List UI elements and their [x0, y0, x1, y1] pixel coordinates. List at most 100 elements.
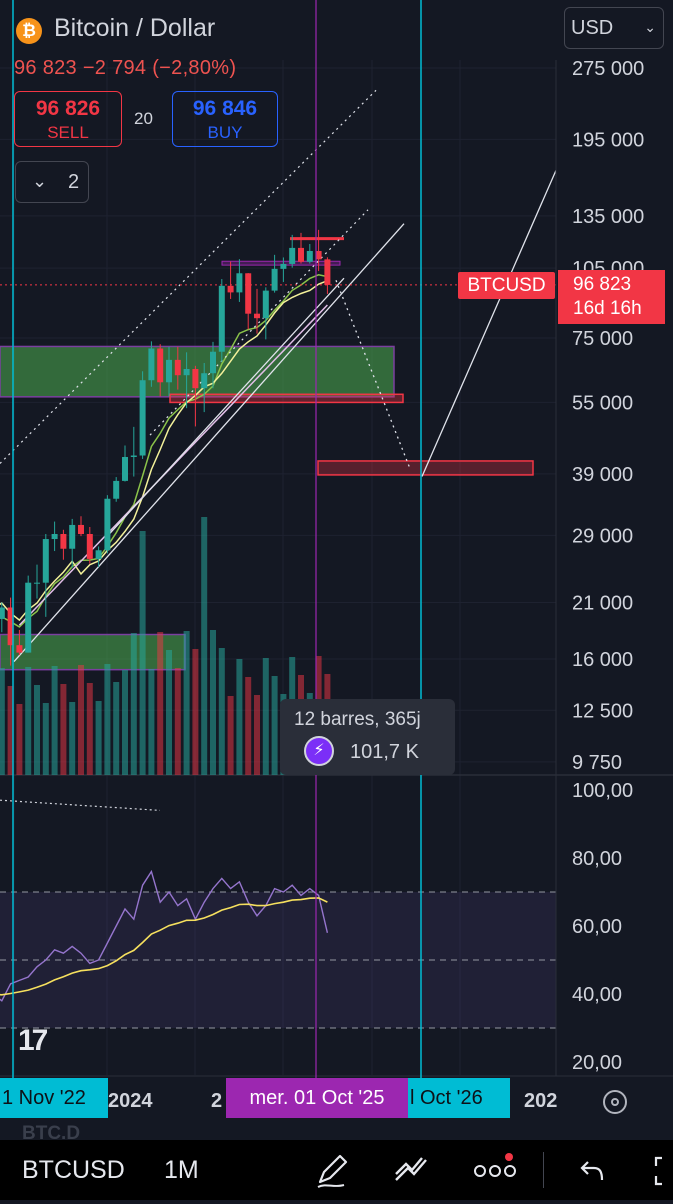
rsi-tick-label: 40,00	[572, 984, 622, 1006]
candle-body	[122, 456, 128, 481]
candle-body	[280, 263, 287, 269]
indicators-collapse-button[interactable]: ⌄ 2	[15, 161, 89, 203]
sell-label: SELL	[47, 123, 89, 142]
volume-bar	[113, 682, 120, 775]
price-tick-label: 135 000	[572, 206, 644, 228]
candle-body	[315, 250, 322, 260]
sell-button[interactable]: 96 826 SELL	[14, 91, 122, 147]
trendlines	[0, 89, 557, 663]
bitcoin-icon: ₿	[16, 18, 42, 44]
candle-body	[0, 607, 5, 619]
timeframe-button[interactable]: 1M	[164, 1156, 199, 1184]
volume-bar	[271, 676, 278, 775]
volume-bar	[0, 668, 5, 775]
lightning-icon: ⚡	[304, 736, 334, 766]
red-zone-mid	[169, 393, 404, 404]
back-icon[interactable]	[576, 1150, 606, 1190]
candles	[0, 229, 331, 666]
x-label-partial: 2	[211, 1090, 223, 1112]
volume-bar	[192, 649, 199, 775]
price-tick-label: 12 500	[572, 700, 633, 722]
price-tick-label: 75 000	[572, 328, 633, 350]
candle-body	[16, 645, 23, 653]
volume-bar	[227, 696, 234, 775]
ema-short	[0, 274, 328, 628]
candle-body	[86, 533, 93, 559]
candle-body	[130, 455, 137, 457]
volume-bar	[25, 667, 32, 775]
rsi-tick-label: 80,00	[572, 848, 622, 870]
toolbar-divider	[543, 1152, 544, 1188]
volume-bar	[148, 669, 155, 775]
volume-bar	[201, 517, 208, 775]
volume-bar	[78, 665, 84, 775]
candle-body	[60, 533, 67, 549]
rsi-trendline	[0, 799, 161, 811]
tradingview-logo: 17	[18, 1024, 48, 1057]
sell-price: 96 826	[35, 97, 101, 120]
price-tick-label: 39 000	[572, 464, 633, 486]
bar-countdown: 16d 16h	[573, 298, 642, 319]
candle-body	[34, 582, 40, 584]
candle-body	[298, 247, 304, 262]
candle-body	[166, 359, 172, 383]
x-label-cyan-left: 1 Nov '22	[0, 1078, 108, 1118]
x-label-next: 202	[524, 1090, 558, 1112]
channel-upper	[0, 89, 377, 464]
gear-icon[interactable]	[603, 1090, 627, 1114]
candle-body	[51, 533, 58, 540]
volume-bar	[16, 704, 23, 775]
candle-body	[183, 368, 190, 376]
volume-bar	[254, 695, 260, 775]
volume-bar	[183, 631, 190, 775]
chevron-down-icon: ⌄	[644, 19, 656, 35]
rsi-tick-label: 60,00	[572, 916, 622, 938]
volume-bar	[157, 632, 164, 775]
symbol-title[interactable]: Bitcoin / Dollar	[54, 14, 216, 42]
symbol-badge: BTCUSD	[458, 272, 555, 299]
chevron-down-icon: ⌄	[32, 171, 48, 191]
price-tick-label: 275 000	[572, 58, 644, 80]
candle-body	[157, 348, 164, 383]
hidden-symbol-label: BTC.D	[22, 1123, 81, 1144]
buy-label: BUY	[207, 123, 243, 142]
moving-averages	[0, 274, 328, 628]
candle-body	[174, 359, 181, 376]
rsi-panel	[0, 799, 556, 1029]
volume-bar	[236, 659, 243, 775]
x-label-crosshair: mer. 01 Oct '25	[226, 1078, 408, 1118]
candle-body	[210, 351, 216, 374]
notification-dot	[505, 1153, 513, 1161]
candle-body	[25, 582, 32, 653]
volume-bar	[86, 683, 93, 775]
candle-body	[42, 539, 49, 583]
rsi-ma-line	[0, 897, 328, 996]
buy-button[interactable]: 96 846 BUY	[172, 91, 278, 147]
volume-bar	[210, 630, 216, 775]
last-price-badge: 96 823 16d 16h	[558, 270, 665, 324]
candle-body	[289, 247, 296, 264]
drawing-tools-icon[interactable]	[392, 1150, 432, 1190]
symbol-search-button[interactable]: BTCUSD	[22, 1156, 125, 1184]
range-bars-text: 12 barres, 365j	[294, 709, 421, 730]
candle-body	[236, 273, 243, 293]
candle-body	[104, 498, 111, 551]
buy-price: 96 846	[192, 97, 258, 120]
candle-body	[95, 550, 102, 559]
range-volume-text: 101,7 K	[350, 741, 419, 763]
candle-body	[271, 268, 278, 291]
x-label-cyan-right: l Oct '26	[408, 1078, 510, 1118]
candle-body	[306, 250, 313, 262]
pen-icon[interactable]	[314, 1150, 350, 1190]
volume-bar	[262, 658, 269, 775]
candle-body	[113, 480, 120, 499]
fullscreen-icon[interactable]	[650, 1150, 673, 1190]
range-tooltip: 12 barres, 365j ⚡ 101,7 K	[280, 699, 455, 775]
candle-body	[69, 524, 76, 549]
trendline-inner	[107, 277, 345, 536]
more-icon[interactable]	[474, 1164, 519, 1204]
volume-bar	[69, 702, 76, 775]
currency-select[interactable]: USD ⌄	[564, 7, 664, 49]
